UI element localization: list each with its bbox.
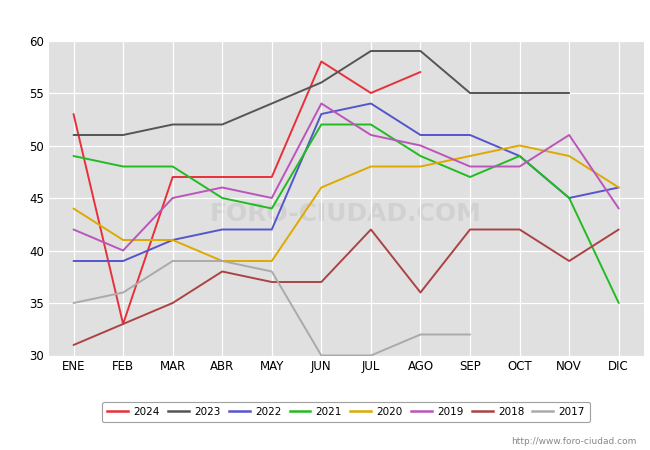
Legend: 2024, 2023, 2022, 2021, 2020, 2019, 2018, 2017: 2024, 2023, 2022, 2021, 2020, 2019, 2018… (102, 402, 590, 422)
Text: http://www.foro-ciudad.com: http://www.foro-ciudad.com (512, 436, 637, 446)
Text: Afiliados en Atajate a 30/9/2024: Afiliados en Atajate a 30/9/2024 (192, 9, 458, 27)
Text: FORO-CIUDAD.COM: FORO-CIUDAD.COM (210, 202, 482, 226)
